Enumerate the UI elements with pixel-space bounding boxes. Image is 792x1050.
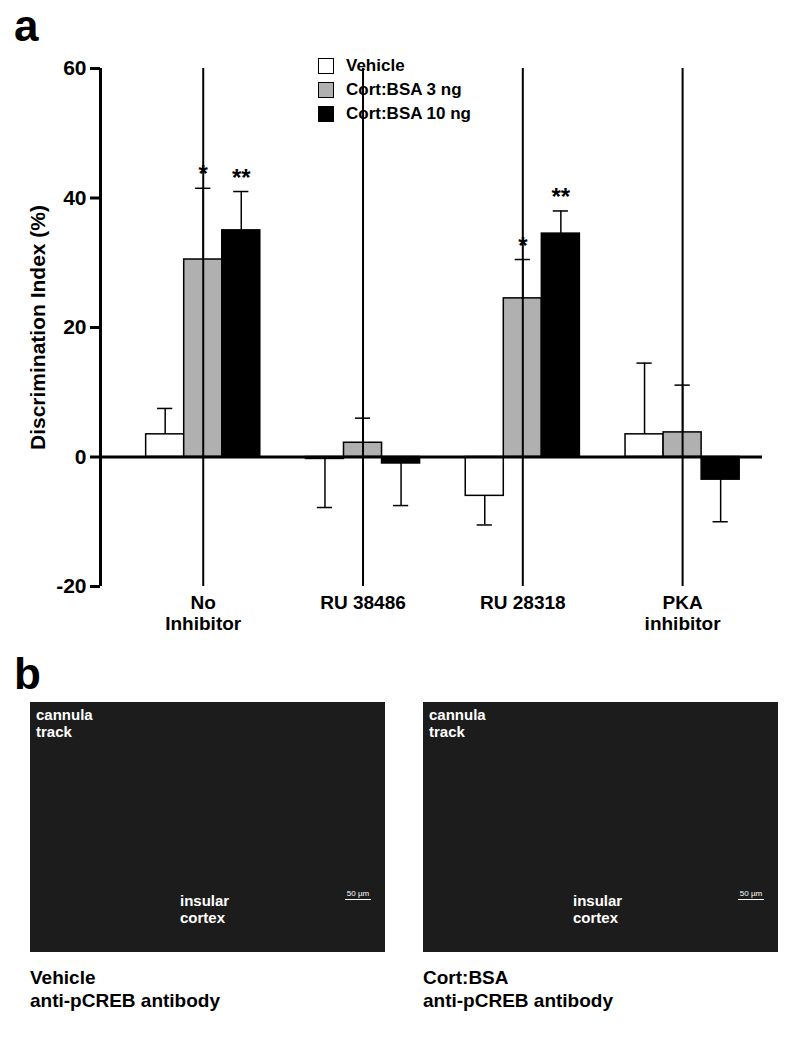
html-text:Vehicle anti-pCREB antibody: Vehicle anti-pCREB antibody [30, 967, 220, 1011]
html-text:cannula track: cannula track [36, 706, 93, 740]
svg-text:40: 40 [63, 186, 86, 209]
html-text:insular cortex: insular cortex [573, 892, 623, 926]
html-text:50 µm: 50 µm [346, 888, 370, 898]
svg-text:**: ** [552, 183, 571, 210]
html-text:b: b [14, 649, 41, 698]
svg-text:Discrimination Index (%): Discrimination Index (%) [26, 205, 49, 450]
svg-text:20: 20 [63, 315, 86, 338]
html-text:Cort:BSA 10 ng: Cort:BSA 10 ng [346, 104, 471, 123]
html-text:Cort:BSA anti-pCREB antibody: Cort:BSA anti-pCREB antibody [423, 967, 613, 1011]
svg-text:NoInhibitor: NoInhibitor [165, 592, 242, 634]
html-text:a: a [14, 1, 39, 50]
svg-text:RU 28318: RU 28318 [480, 592, 566, 613]
svg-text:RU 38486: RU 38486 [320, 592, 406, 613]
svg-text:PKAinhibitor: PKAinhibitor [645, 592, 722, 634]
svg-text:-20: -20 [56, 574, 86, 597]
svg-text:**: ** [232, 164, 251, 191]
svg-text:60: 60 [63, 56, 86, 79]
html-text:cannula track: cannula track [429, 706, 486, 740]
html-text:50 µm: 50 µm [739, 888, 763, 898]
html-text:Cort:BSA 3 ng: Cort:BSA 3 ng [346, 80, 462, 99]
html-text:Vehicle: Vehicle [346, 56, 405, 75]
html-text:insular cortex: insular cortex [180, 892, 230, 926]
svg-text:0: 0 [75, 445, 87, 468]
